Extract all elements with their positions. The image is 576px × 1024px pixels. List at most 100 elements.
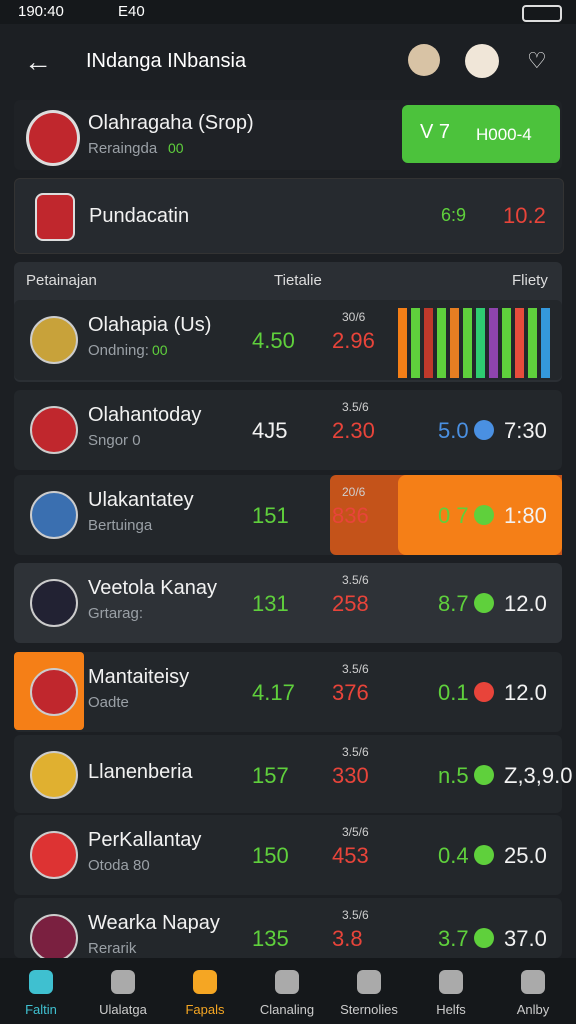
team-name: Mantaiteisy <box>88 666 190 688</box>
nav-label: Sternolies <box>340 1002 398 1017</box>
small-stat: 20/6 <box>342 485 366 499</box>
status-bar: 190:40 E40 <box>0 0 576 24</box>
page-title: INdanga INbansia <box>86 50 247 72</box>
badge: 00 <box>168 140 184 156</box>
team-name: Veetola Kanay <box>88 577 217 599</box>
nav-icon <box>357 970 381 994</box>
odds-left: 0.4 <box>438 843 469 868</box>
team-sub: Otoda 80 <box>88 857 150 874</box>
table-row[interactable]: Ulakantatey Bertuinga 151 20/6 836 0 7 1:80 <box>14 475 562 555</box>
score: 150 <box>252 843 289 868</box>
odds-left: n.5 <box>438 763 469 788</box>
odds-icon <box>474 765 494 785</box>
column-header: Petainajan <box>26 272 97 289</box>
team-logo <box>26 110 80 166</box>
team-name: Olahragaha (Srop) <box>88 112 254 134</box>
chart-bar <box>450 308 459 378</box>
odds: 2.30 <box>332 418 375 443</box>
odds-left: 6:9 <box>441 205 467 225</box>
nav-icon <box>275 970 299 994</box>
nav-item[interactable]: Faltin <box>0 958 82 1024</box>
odds-left: 0.1 <box>438 680 469 705</box>
odds-icon <box>474 845 494 865</box>
chart-bar <box>463 308 472 378</box>
back-button[interactable]: ← <box>24 46 52 77</box>
table-row[interactable]: Veetola Kanay Grtarag: 131 3.5/6 258 8.7 12.0 <box>14 563 562 643</box>
odds-right: 25.0 <box>504 843 547 868</box>
nav-icon <box>193 970 217 994</box>
odds-left: 8.7 <box>438 591 469 616</box>
odds: 3.8 <box>332 926 363 951</box>
favorite-button[interactable]: ♡ <box>527 48 547 73</box>
nav-item[interactable]: Anlby <box>492 958 574 1024</box>
nav-item[interactable]: Helfs <box>410 958 492 1024</box>
small-stat: 3.5/6 <box>342 908 369 922</box>
odds-left: 5.0 <box>438 418 469 443</box>
odds-icon <box>474 505 494 525</box>
nav-item[interactable]: Clanaling <box>246 958 328 1024</box>
table-row[interactable]: Mantaiteisy Oadte 4.17 3.5/6 376 0.1 12.0 <box>14 652 562 732</box>
score: 131 <box>252 591 289 616</box>
table-row[interactable]: Olahapia (Us) Ondning: 00 4.50 30/6 2.96 <box>14 300 562 380</box>
avatar[interactable] <box>465 44 499 78</box>
team-logo <box>30 668 78 716</box>
odds-right: 37.0 <box>504 926 547 951</box>
table-row[interactable]: Wearka Napay Rerarik 135 3.5/6 3.8 3.7 37.0 <box>14 898 562 962</box>
small-stat: 3.5/6 <box>342 573 369 587</box>
nav-label: Clanaling <box>259 1002 315 1017</box>
score: 135 <box>252 926 289 951</box>
team-sub: Ondning: <box>88 342 149 359</box>
score: 4J5 <box>252 418 288 443</box>
chart-bar <box>424 308 433 378</box>
team-logo <box>30 914 78 962</box>
table-row[interactable]: PerKallantay Otoda 80 150 3/5/6 453 0.4 25.0 <box>14 815 562 895</box>
odds: 376 <box>332 680 369 705</box>
odds-icon <box>474 420 494 440</box>
nav-item[interactable]: Ulalatga <box>82 958 164 1024</box>
nav-item[interactable]: Fapals <box>164 958 246 1024</box>
team-sub: Oadte <box>88 694 129 711</box>
match-card: Olahragaha (Srop) Reraingda 00 V 7 H000-4 <box>14 100 562 170</box>
team-name: Llanenberia <box>88 761 193 783</box>
score: 4.50 <box>252 328 295 353</box>
team-sub: Reraingda <box>88 140 158 157</box>
team-logo <box>35 193 75 241</box>
team-logo <box>30 751 78 799</box>
chart-bar <box>398 308 407 378</box>
odds-right: Z,3,9.0 <box>504 763 573 788</box>
team-name: Pundacatin <box>89 205 190 227</box>
avatar[interactable] <box>408 44 440 76</box>
team-name: Ulakantatey <box>88 489 194 511</box>
odds-right: 1:80 <box>504 503 547 528</box>
odds: 453 <box>332 843 369 868</box>
nav-label: Helfs <box>436 1002 466 1017</box>
badge: 00 <box>152 342 168 358</box>
battery <box>522 5 562 22</box>
team-sub: Grtarag: <box>88 605 144 622</box>
odds-right: 12.0 <box>504 680 547 705</box>
team-logo <box>30 579 78 627</box>
small-stat: 30/6 <box>342 310 366 324</box>
team-name: PerKallantay <box>88 829 202 851</box>
table-row[interactable]: Olahantoday Sngor 0 4J5 3.5/6 2.30 5.0 7:30 <box>14 390 562 470</box>
odds: 330 <box>332 763 369 788</box>
bottom-nav: Faltin Ulalatga Fapals Clanaling Sternolies H… <box>0 958 576 1024</box>
small-stat: 3/5/6 <box>342 825 369 839</box>
team-name: Olahapia (Us) <box>88 314 212 336</box>
chart-bar <box>437 308 446 378</box>
score: 157 <box>252 763 289 788</box>
odds-right: 7:30 <box>504 418 547 443</box>
team-sub: Rerarik <box>88 940 137 957</box>
team-logo <box>30 316 78 364</box>
bet-button[interactable]: V 7 H000-4 <box>402 105 560 163</box>
chart-bar <box>502 308 511 378</box>
odds-icon <box>474 682 494 702</box>
odds: 836 <box>332 503 369 528</box>
nav-item[interactable]: Sternolies <box>328 958 410 1024</box>
small-stat: 3.5/6 <box>342 745 369 759</box>
odds: 2.96 <box>332 328 375 353</box>
chart-bar <box>476 308 485 378</box>
chart-bar <box>528 308 537 378</box>
table-row[interactable]: Llanenberia 157 3.5/6 330 n.5 Z,3,9.0 <box>14 735 572 813</box>
